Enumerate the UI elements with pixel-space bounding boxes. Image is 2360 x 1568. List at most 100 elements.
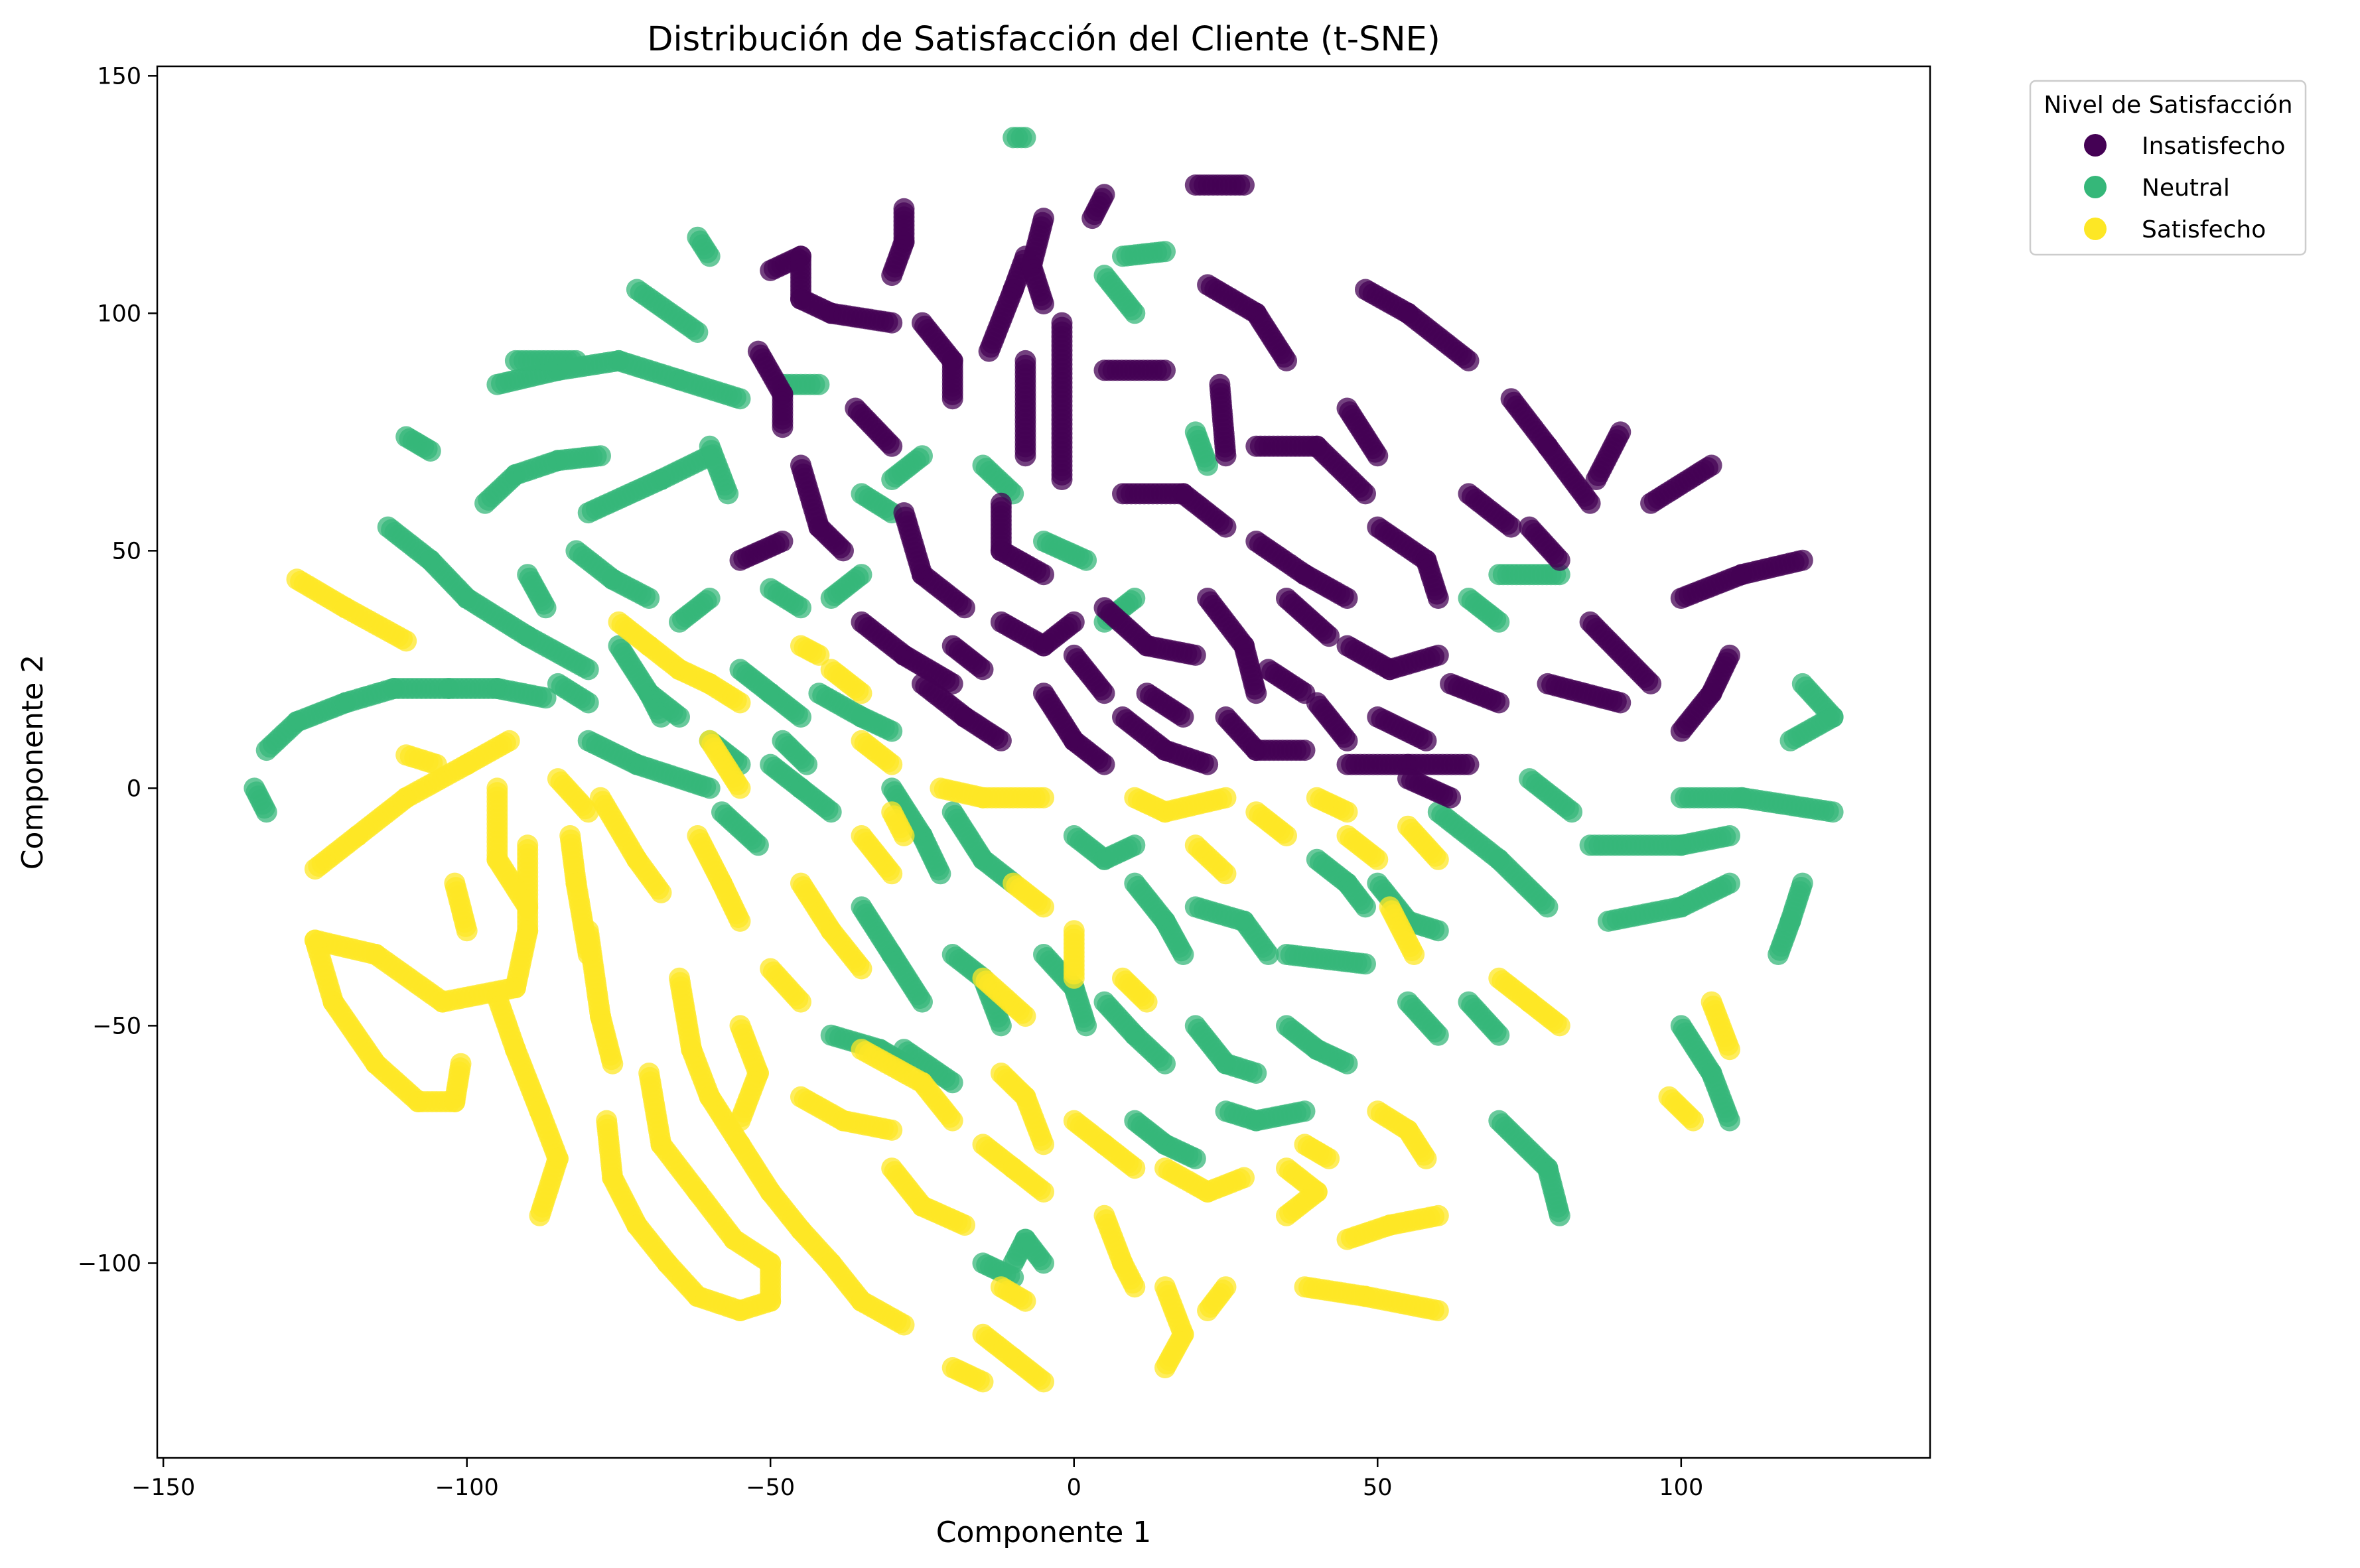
data-point: [893, 825, 915, 846]
data-point: [1257, 944, 1279, 965]
data-point: [851, 958, 872, 980]
data-point: [1367, 445, 1389, 467]
data-point: [577, 659, 599, 681]
x-axis-ticks: −150 −100 −50 0 50 100: [131, 1458, 1703, 1501]
data-point: [881, 720, 903, 742]
data-point: [1427, 1205, 1449, 1226]
data-point: [1033, 1252, 1054, 1274]
data-point: [1197, 454, 1219, 476]
data-point: [1136, 991, 1158, 1013]
data-point: [1076, 549, 1097, 571]
data-point: [1063, 611, 1085, 633]
data-point: [941, 1110, 963, 1132]
data-point: [638, 1063, 660, 1084]
data-point: [790, 991, 811, 1013]
data-point: [1014, 127, 1036, 149]
data-point: [1318, 625, 1340, 647]
data-point: [1033, 1181, 1054, 1203]
data-point: [1719, 825, 1740, 846]
data-point: [893, 1314, 915, 1336]
y-tick-label: 50: [111, 538, 141, 564]
data-point: [1184, 644, 1206, 666]
data-point: [1033, 293, 1054, 314]
data-point: [602, 1053, 624, 1075]
data-point: [590, 445, 611, 467]
data-point: [1683, 1110, 1704, 1132]
data-point: [498, 730, 520, 751]
data-point: [978, 340, 1000, 362]
data-point: [1063, 967, 1085, 989]
data-point: [1427, 920, 1449, 942]
data-point: [941, 388, 963, 410]
data-point: [255, 801, 277, 823]
data-point: [1355, 896, 1376, 918]
data-point: [1415, 1147, 1437, 1169]
series-neutral: [243, 127, 1844, 1288]
series-satisfecho: [286, 568, 1740, 1393]
x-tick-label: 0: [1067, 1474, 1081, 1501]
plot-frame: [156, 65, 1931, 1459]
data-point: [790, 706, 811, 728]
y-tick-label: −100: [78, 1250, 141, 1277]
data-point: [1124, 588, 1146, 609]
y-tick-label: −50: [92, 1013, 141, 1039]
data-point: [1440, 787, 1462, 809]
data-point: [1336, 588, 1358, 609]
data-point: [972, 659, 994, 681]
legend-box: [2029, 80, 2307, 256]
data-point: [1033, 1134, 1054, 1155]
data-point: [1154, 241, 1176, 263]
data-point: [990, 730, 1012, 751]
data-point: [747, 834, 769, 856]
data-point: [881, 312, 903, 334]
data-point: [1549, 1205, 1570, 1226]
data-point: [1076, 1015, 1097, 1037]
data-point: [912, 445, 933, 467]
data-point: [941, 1072, 963, 1094]
data-point: [1172, 944, 1194, 965]
y-tick-label: 0: [127, 775, 141, 802]
data-point: [1403, 944, 1425, 965]
legend: Nivel de Satisfacción Insatisfecho Neutr…: [2029, 80, 2307, 256]
data-point: [450, 1053, 472, 1075]
data-point: [729, 388, 751, 410]
data-point: [1014, 1006, 1036, 1027]
data-point: [1427, 1024, 1449, 1046]
data-point: [650, 882, 672, 903]
data-point: [1245, 683, 1267, 704]
data-point: [1276, 350, 1297, 371]
data-point: [990, 1015, 1012, 1037]
data-point: [1610, 692, 1631, 714]
data-point: [1549, 549, 1570, 571]
data-point: [699, 245, 721, 267]
x-tick-label: −50: [746, 1474, 795, 1501]
data-point: [535, 687, 557, 709]
data-point: [1197, 1300, 1219, 1321]
x-tick-label: 50: [1363, 1474, 1393, 1501]
data-point: [881, 753, 903, 775]
data-point: [1822, 801, 1844, 823]
data-point: [1719, 644, 1740, 666]
data-point: [1294, 1100, 1316, 1122]
x-axis-label: Componente 1: [936, 1516, 1152, 1549]
data-point: [1154, 1053, 1176, 1075]
data-point: [1458, 350, 1480, 371]
x-tick-label: −150: [131, 1474, 195, 1501]
data-point: [881, 863, 903, 885]
data-point: [1276, 1205, 1297, 1226]
data-point: [881, 1119, 903, 1141]
data-point: [1336, 1053, 1358, 1075]
data-point: [1215, 445, 1237, 467]
data-point: [529, 1205, 551, 1226]
data-point: [1427, 644, 1449, 666]
data-point: [1500, 516, 1522, 538]
legend-label-insatisfecho: Insatisfecho: [2142, 133, 2286, 160]
data-point: [790, 597, 811, 619]
series-insatisfecho: [729, 174, 1813, 809]
data-point: [1051, 469, 1073, 490]
data-point: [1549, 1015, 1570, 1037]
data-point: [395, 630, 417, 652]
y-tick-label: 150: [97, 63, 141, 90]
data-point: [1355, 483, 1376, 505]
